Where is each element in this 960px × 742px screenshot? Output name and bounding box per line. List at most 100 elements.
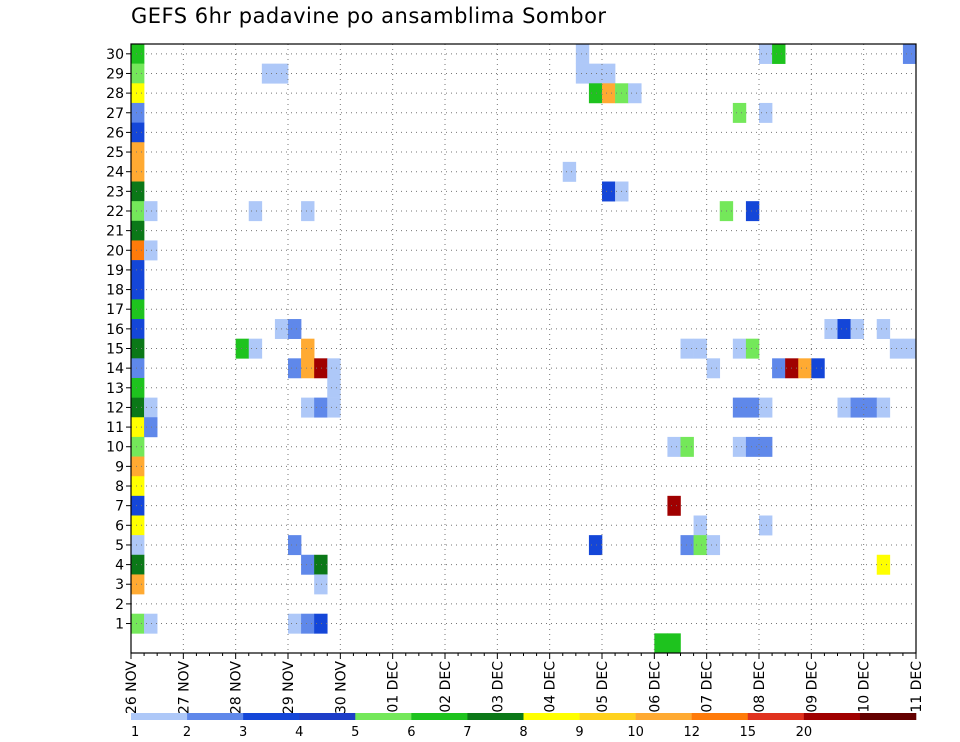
precip-cell bbox=[131, 417, 145, 438]
precip-cell bbox=[131, 63, 145, 84]
legend-label: 7 bbox=[463, 725, 471, 740]
x-tick-label: 28 NOV bbox=[229, 661, 245, 715]
precip-cell bbox=[261, 63, 276, 84]
precip-cell bbox=[131, 456, 145, 477]
precip-cell bbox=[759, 515, 773, 536]
precip-cell bbox=[850, 397, 864, 418]
precip-cell bbox=[602, 83, 616, 104]
legend-swatch bbox=[299, 713, 356, 720]
x-tick-label: 29 NOV bbox=[281, 661, 297, 715]
precip-cell bbox=[837, 397, 851, 418]
precip-cell bbox=[131, 319, 145, 339]
precip-cell bbox=[902, 338, 917, 359]
precip-cell bbox=[314, 554, 328, 575]
y-tick-label: 11 bbox=[106, 420, 124, 436]
precip-cell bbox=[144, 397, 158, 418]
legend-label: 4 bbox=[295, 725, 303, 740]
precip-cell bbox=[248, 338, 263, 359]
precip-cell bbox=[327, 358, 341, 379]
precip-cell bbox=[327, 397, 341, 418]
y-tick-label: 24 bbox=[106, 165, 124, 181]
precip-cell bbox=[131, 260, 145, 281]
x-tick-label: 06 DEC bbox=[647, 661, 663, 713]
precip-cell bbox=[131, 122, 145, 143]
precip-cell bbox=[288, 358, 302, 379]
legend-swatch bbox=[467, 713, 524, 720]
x-tick-label: 07 DEC bbox=[700, 661, 716, 713]
x-tick-label: 03 DEC bbox=[490, 661, 506, 713]
x-tick-label: 30 NOV bbox=[333, 661, 349, 715]
y-tick-label: 7 bbox=[115, 499, 124, 515]
precip-cell bbox=[772, 44, 786, 64]
legend-swatch bbox=[523, 713, 580, 720]
x-tick-label: 02 DEC bbox=[438, 661, 454, 713]
precip-cell bbox=[667, 495, 681, 516]
precip-cell bbox=[314, 574, 328, 595]
y-tick-label: 2 bbox=[115, 597, 124, 613]
precip-cell bbox=[759, 44, 773, 64]
legend-swatch bbox=[803, 713, 861, 720]
precip-cell bbox=[575, 63, 590, 84]
y-tick-label: 26 bbox=[106, 125, 124, 141]
precip-cell bbox=[131, 495, 145, 516]
precip-cell bbox=[131, 377, 145, 398]
y-tick-label: 27 bbox=[106, 106, 124, 122]
precip-cell bbox=[131, 515, 145, 536]
legend-label: 1 bbox=[131, 725, 139, 740]
legend-swatch bbox=[243, 713, 300, 720]
y-tick-label: 16 bbox=[106, 322, 124, 338]
precip-cell bbox=[131, 83, 145, 104]
precip-cell bbox=[732, 102, 747, 123]
y-tick-label: 9 bbox=[115, 459, 124, 475]
precip-cell bbox=[745, 436, 760, 457]
precip-cell bbox=[131, 397, 145, 418]
legend-label: 15 bbox=[740, 725, 757, 740]
precip-cell bbox=[811, 358, 825, 379]
precip-cell bbox=[876, 397, 891, 418]
precip-cell bbox=[759, 397, 773, 418]
precip-cell bbox=[588, 63, 603, 84]
precip-cell bbox=[131, 436, 145, 457]
precip-cell bbox=[131, 44, 145, 64]
precip-cell bbox=[745, 397, 760, 418]
y-tick-label: 19 bbox=[106, 263, 124, 279]
precip-cell bbox=[759, 102, 773, 123]
precip-cell bbox=[667, 633, 681, 654]
precip-cell bbox=[745, 201, 760, 222]
legend-label: 6 bbox=[407, 725, 415, 740]
precip-cell bbox=[131, 142, 145, 163]
x-tick-label: 27 NOV bbox=[176, 661, 192, 715]
precip-cell bbox=[876, 554, 891, 575]
legend-label: 2 bbox=[183, 725, 191, 740]
y-tick-label: 25 bbox=[106, 145, 124, 161]
precip-cell bbox=[863, 397, 878, 418]
y-tick-label: 3 bbox=[115, 577, 124, 593]
precip-cell bbox=[131, 220, 145, 241]
precip-cell bbox=[144, 240, 158, 261]
precip-cell bbox=[131, 358, 145, 379]
precip-cell bbox=[301, 554, 315, 575]
x-tick-label: 01 DEC bbox=[386, 661, 402, 713]
x-tick-label: 05 DEC bbox=[595, 661, 611, 713]
precip-cell bbox=[562, 161, 577, 182]
precip-cell bbox=[131, 161, 145, 182]
precip-cell bbox=[693, 535, 707, 556]
y-tick-label: 23 bbox=[106, 184, 124, 200]
precip-cell bbox=[131, 201, 145, 222]
legend-swatch bbox=[635, 713, 693, 720]
y-tick-label: 12 bbox=[106, 400, 124, 416]
y-tick-label: 8 bbox=[115, 479, 124, 495]
legend-label: 20 bbox=[796, 725, 813, 740]
legend-label: 9 bbox=[575, 725, 583, 740]
legend-swatch bbox=[747, 713, 805, 720]
legend-swatch bbox=[187, 713, 244, 720]
y-tick-label: 15 bbox=[106, 342, 124, 358]
legend-label: 5 bbox=[351, 725, 359, 740]
y-tick-label: 29 bbox=[106, 66, 124, 82]
precip-cell bbox=[314, 397, 328, 418]
x-tick-label: 26 NOV bbox=[124, 661, 140, 715]
precip-cell bbox=[706, 535, 721, 556]
legend-label: 10 bbox=[627, 725, 644, 740]
precip-cell bbox=[235, 338, 250, 359]
y-tick-label: 22 bbox=[106, 204, 124, 220]
